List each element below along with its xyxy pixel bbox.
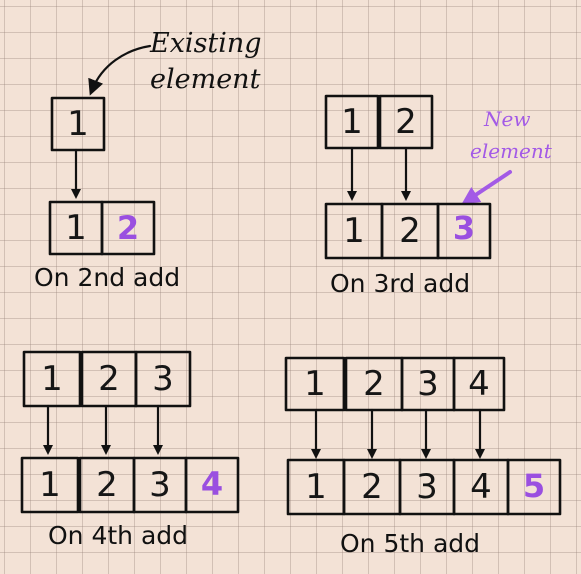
panel-4th-add: 1 2 3 1 2 3 4 On 4th add [20, 350, 240, 550]
old-array: 1 2 3 [22, 350, 192, 408]
new-array: 1 2 [48, 200, 156, 256]
panel-caption: On 3rd add [330, 269, 470, 298]
cell-value: 1 [39, 465, 61, 505]
panel-2nd-add: 1 1 2 On 2nd add [34, 96, 180, 292]
new-cell-value: 2 [117, 209, 139, 247]
cell-value: 1 [65, 208, 87, 248]
old-array: 1 2 3 4 [284, 356, 506, 412]
panel-5th-add: 1 2 3 4 1 2 3 4 5 On 5th add [284, 356, 562, 558]
old-array: 1 [50, 96, 106, 152]
new-cell-value: 5 [523, 467, 545, 505]
array-cell [184, 456, 240, 514]
cell-value: 1 [341, 102, 363, 142]
array-cell [506, 458, 562, 516]
new-array: 1 2 3 4 5 [286, 458, 562, 516]
array-cell [50, 96, 106, 152]
cell-value: 2 [363, 364, 385, 404]
cell-value: 2 [399, 211, 421, 251]
array-cell [134, 350, 192, 408]
cell-value: 2 [98, 359, 120, 399]
array-cell [22, 350, 82, 408]
panel-caption: On 2nd add [34, 263, 180, 292]
new-cell-value: 3 [453, 209, 475, 247]
cell-value: 1 [305, 467, 327, 507]
cell-value: 3 [417, 364, 439, 404]
array-cell [20, 456, 80, 514]
array-cell [436, 202, 492, 260]
cell-value: 3 [152, 359, 174, 399]
new-cell-value: 4 [201, 465, 223, 503]
cell-value: 1 [343, 211, 365, 251]
old-array: 1 2 [324, 94, 434, 150]
cell-value: 1 [41, 359, 63, 399]
new-annotation-line2: element [470, 139, 553, 163]
existing-annotation-line1: Existing [149, 28, 262, 59]
existing-annotation-line2: element [150, 64, 261, 95]
new-array: 1 2 3 4 [20, 456, 240, 514]
cell-value: 2 [395, 102, 417, 142]
cell-value: 4 [470, 467, 492, 507]
existing-annotation-arrow [88, 44, 152, 96]
panel-caption: On 4th add [48, 521, 188, 550]
array-cell [100, 200, 156, 256]
cell-value: 1 [67, 104, 89, 144]
panel-3rd-add: 1 2 1 2 3 On 3rd add [324, 94, 492, 298]
cell-value: 2 [96, 465, 118, 505]
cell-value: 1 [304, 364, 326, 404]
cell-value: 2 [361, 467, 383, 507]
new-annotation-arrow [461, 170, 512, 205]
cell-value: 3 [149, 465, 171, 505]
panel-caption: On 5th add [340, 529, 480, 558]
new-array: 1 2 3 [324, 202, 492, 260]
new-annotation-line1: New [483, 107, 530, 131]
cell-value: 3 [416, 467, 438, 507]
cell-value: 4 [468, 364, 490, 404]
